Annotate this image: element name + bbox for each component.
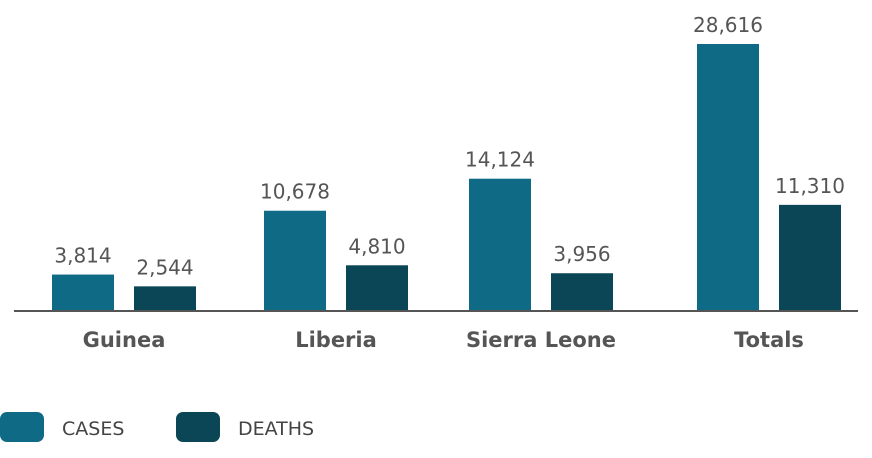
bar-liberia-deaths — [346, 265, 408, 310]
category-labels-layer: Guinea Liberia Sierra Leone Totals — [83, 328, 804, 352]
value-label-liberia-cases: 10,678 — [260, 180, 330, 204]
category-label-totals: Totals — [734, 328, 804, 352]
category-label-guinea: Guinea — [83, 328, 166, 352]
value-labels-layer: 3,814 2,544 10,678 4,810 14,124 3,956 28,616 11… — [54, 13, 845, 279]
value-label-guinea-cases: 3,814 — [54, 244, 111, 268]
category-label-liberia: Liberia — [295, 328, 377, 352]
bar-liberia-cases — [264, 210, 326, 310]
value-label-sierra-leone-deaths: 3,956 — [553, 242, 610, 266]
bar-sierra-leone-deaths — [551, 273, 613, 310]
legend-swatch-cases — [0, 412, 44, 442]
value-label-totals-deaths: 11,310 — [775, 174, 845, 198]
bar-sierra-leone-cases — [469, 178, 531, 310]
legend-swatch-deaths — [176, 412, 220, 442]
bar-totals-cases — [697, 44, 759, 310]
category-label-sierra-leone: Sierra Leone — [466, 328, 616, 352]
value-label-totals-cases: 28,616 — [693, 13, 763, 37]
value-label-sierra-leone-cases: 14,124 — [465, 148, 535, 172]
legend-label-cases: CASES — [62, 418, 124, 440]
legend: CASES DEATHS — [0, 412, 314, 442]
legend-label-deaths: DEATHS — [238, 418, 314, 440]
value-label-guinea-deaths: 2,544 — [136, 255, 193, 279]
bar-guinea-cases — [52, 274, 114, 310]
bar-totals-deaths — [779, 204, 841, 310]
bar-guinea-deaths — [134, 286, 196, 310]
bars-layer — [52, 44, 841, 310]
value-label-liberia-deaths: 4,810 — [348, 234, 405, 258]
